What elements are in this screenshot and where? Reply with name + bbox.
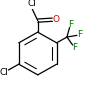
Text: O: O — [53, 15, 60, 24]
Text: Cl: Cl — [28, 0, 37, 8]
Text: F: F — [72, 43, 77, 52]
Text: Cl: Cl — [0, 68, 9, 77]
Text: F: F — [77, 30, 83, 39]
Text: F: F — [68, 20, 73, 29]
